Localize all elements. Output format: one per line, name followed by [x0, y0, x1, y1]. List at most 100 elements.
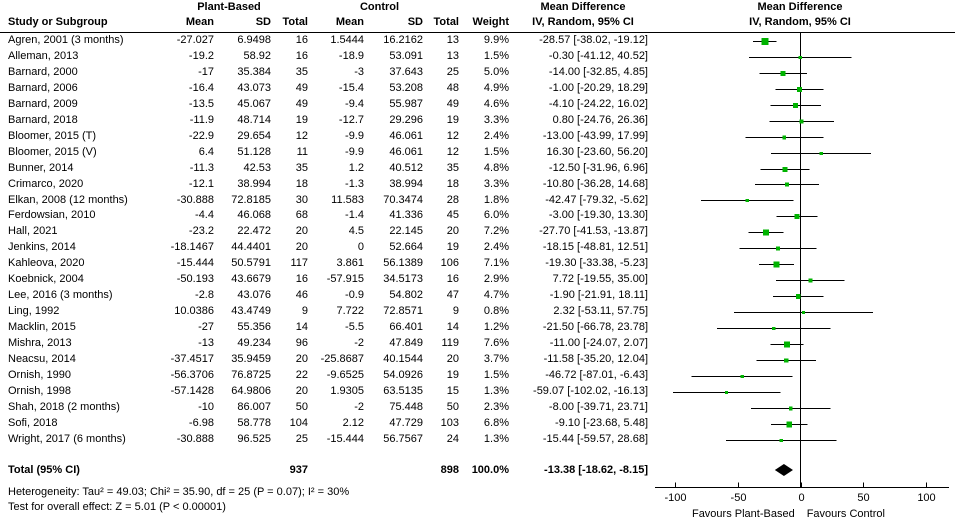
mean-marker	[794, 213, 800, 220]
ctrl-sd-cell: 22.145	[389, 225, 423, 238]
ctrl-sd-cell: 46.061	[389, 145, 423, 158]
pb-mean-cell: -10	[198, 400, 214, 413]
pb-sd-cell: 55.356	[237, 321, 271, 334]
weight-cell: 1.3%	[483, 432, 509, 445]
ctrl-sd-cell: 38.994	[389, 177, 423, 190]
pb-sd-cell: 6.9498	[237, 34, 271, 46]
weight-column-header: Weight	[472, 16, 509, 28]
pb-mean-cell: -4.4	[195, 209, 214, 222]
pb-mean-cell: -22.9	[188, 129, 214, 142]
ctrl-sd-column-header: SD	[407, 16, 423, 28]
pb-mean-cell: -16.4	[188, 81, 214, 94]
pb-mean-cell: -2.8	[195, 289, 214, 302]
mean-marker	[776, 246, 780, 251]
study-row: Ling, 1992 10.0386 43.4749 9 7.722 72.8571 9 0.…	[0, 304, 660, 320]
header-divider-line	[0, 32, 955, 33]
pb-total-cell: 49	[295, 81, 308, 94]
ci-cell: -11.58 [-35.20, 12.04]	[543, 353, 648, 365]
ctrl-mean-cell: -25.8687	[320, 353, 364, 365]
ctrl-sd-cell: 56.7567	[383, 432, 423, 445]
study-name-cell: Barnard, 2000	[8, 65, 78, 78]
ctrl-mean-cell: -15.4	[338, 81, 364, 94]
pb-sd-cell: 86.007	[237, 400, 271, 413]
total-diamond	[774, 464, 793, 476]
ctrl-mean-cell: -1.3	[345, 177, 364, 190]
ctrl-sd-cell: 29.296	[389, 113, 423, 126]
study-row: Shah, 2018 (2 months) -10 86.007 50 -2 75.448…	[0, 400, 660, 416]
ctrl-total-cell: 13	[446, 49, 459, 62]
axis-tick-label: -100	[664, 492, 686, 504]
study-row: Ferdowsian, 2010 -4.4 46.068 68 -1.4 41.336 45…	[0, 208, 660, 224]
pb-total-cell: 16	[295, 34, 308, 46]
weight-cell: 1.5%	[483, 145, 509, 158]
pb-mean-cell: -11.3	[189, 161, 214, 174]
study-row: Barnard, 2009 -13.5 45.067 49 -9.4 55.987 49 4.…	[0, 97, 660, 113]
study-row: Barnard, 2018 -11.9 48.714 19 -12.7 29.296 19 3…	[0, 113, 660, 129]
pb-sd-cell: 58.778	[237, 416, 271, 429]
mean-marker	[725, 390, 729, 395]
mean-marker	[798, 55, 802, 60]
ci-cell: -3.00 [-19.30, 13.30]	[548, 209, 648, 222]
studies-table-body: Agren, 2001 (3 months) -27.027 6.9498 16 1.5…	[0, 33, 660, 448]
ci-cell: -14.00 [-32.85, 4.85]	[548, 65, 648, 78]
weight-cell: 1.3%	[483, 384, 509, 397]
weight-cell: 1.2%	[483, 321, 509, 334]
pb-total-cell: 96	[295, 337, 308, 350]
study-name-cell: Barnard, 2009	[8, 97, 78, 110]
mean-marker	[779, 438, 783, 443]
pb-sd-cell: 76.8725	[231, 368, 271, 381]
study-name-cell: Crimarco, 2020	[8, 177, 84, 190]
pb-total-cell: 16	[295, 49, 308, 62]
ctrl-mean-cell: 11.583	[331, 193, 364, 206]
ctrl-mean-cell: -9.6525	[326, 368, 364, 381]
ci-cell: -8.00 [-39.71, 23.71]	[548, 400, 648, 413]
favours-right-label: Favours Control	[807, 508, 885, 520]
pb-total-cell: 16	[295, 273, 308, 286]
mean-marker	[793, 103, 798, 108]
ctrl-mean-cell: 2.12	[342, 416, 364, 429]
mean-marker	[780, 71, 786, 76]
plot-method-subheader: IV, Random, 95% CI	[749, 16, 851, 28]
total-weight-cell: 100.0%	[471, 464, 509, 476]
study-row: Kahleova, 2020 -15.444 50.5791 117 3.861 56.1…	[0, 256, 660, 272]
mean-marker	[783, 341, 790, 348]
pb-mean-cell: -12.1	[188, 177, 214, 190]
ci-cell: -19.30 [-33.38, -5.23]	[545, 257, 648, 270]
ci-cell: -15.44 [-59.57, 28.68]	[542, 432, 648, 445]
pb-mean-cell: -11.9	[189, 113, 214, 126]
pb-sd-cell: 43.6679	[231, 273, 271, 286]
weight-cell: 4.7%	[483, 289, 509, 302]
study-row: Elkan, 2008 (12 months) -30.888 72.8185 30 1…	[0, 193, 660, 209]
ctrl-sd-cell: 54.802	[389, 289, 423, 302]
study-row: Koebnick, 2004 -50.193 43.6679 16 -57.915 34.…	[0, 272, 660, 288]
study-row: Agren, 2001 (3 months) -27.027 6.9498 16 1.5…	[0, 33, 660, 49]
ci-cell: 0.80 [-24.76, 26.36]	[552, 113, 648, 126]
weight-cell: 2.4%	[483, 241, 509, 254]
ctrl-sd-cell: 46.061	[389, 129, 423, 142]
pb-mean-cell: -50.193	[176, 273, 214, 286]
pb-sd-cell: 96.525	[237, 432, 271, 445]
ctrl-mean-cell: -3	[354, 65, 364, 78]
ci-cell: -21.50 [-66.78, 23.78]	[542, 321, 648, 334]
weight-cell: 7.6%	[483, 337, 509, 350]
pb-mean-cell: -13	[198, 337, 214, 350]
pb-total-cell: 18	[295, 177, 308, 190]
pb-mean-cell: -18.1467	[170, 241, 214, 254]
pb-mean-cell: -37.4517	[170, 353, 214, 365]
mean-marker	[773, 261, 780, 268]
axis-tick-label: -50	[731, 492, 747, 504]
ctrl-mean-cell: -15.444	[326, 432, 364, 445]
study-name-cell: Jenkins, 2014	[8, 241, 76, 254]
pb-total-cell: 20	[295, 241, 308, 254]
study-row: Bloomer, 2015 (V) 6.4 51.128 11 -9.9 46.061 12…	[0, 145, 660, 161]
ci-column-header: IV, Random, 95% CI	[532, 16, 634, 28]
pb-total-cell: 25	[295, 432, 308, 445]
total-pb-n-cell: 937	[289, 464, 308, 476]
ctrl-sd-cell: 37.643	[389, 65, 423, 78]
pb-total-cell: 22	[295, 368, 308, 381]
mean-marker	[772, 326, 776, 331]
mean-marker	[745, 198, 750, 203]
ctrl-sd-cell: 53.208	[389, 81, 423, 94]
ctrl-total-cell: 14	[446, 321, 459, 334]
pb-total-cell: 14	[295, 321, 308, 334]
